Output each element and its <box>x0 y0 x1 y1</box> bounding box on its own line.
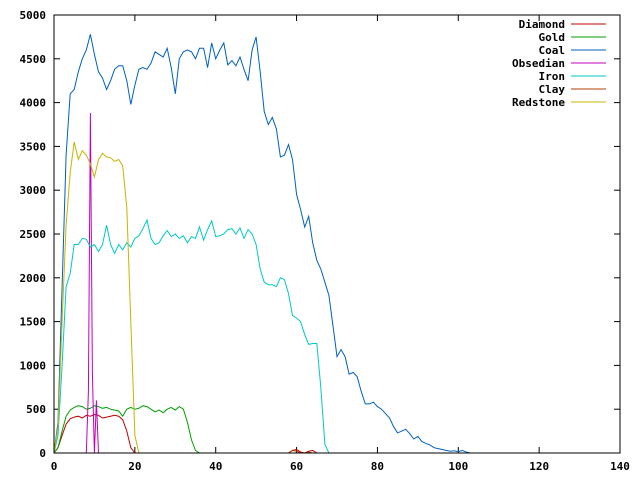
legend-label-redstone: Redstone <box>512 96 565 109</box>
x-tick-label: 60 <box>290 460 303 473</box>
y-tick-label: 3500 <box>20 140 47 153</box>
y-tick-label: 500 <box>26 403 46 416</box>
legend-label-coal: Coal <box>539 44 566 57</box>
legend-label-gold: Gold <box>539 31 566 44</box>
legend-label-clay: Clay <box>539 83 566 96</box>
legend-label-iron: Iron <box>539 70 566 83</box>
x-tick-label: 20 <box>128 460 141 473</box>
series-line-gold <box>53 405 200 454</box>
y-tick-label: 1500 <box>20 316 47 329</box>
legend-label-diamond: Diamond <box>519 18 565 31</box>
x-tick-label: 40 <box>209 460 222 473</box>
axes: 0500100015002000250030003500400045005000… <box>20 9 630 473</box>
y-tick-label: 4500 <box>20 53 47 66</box>
y-tick-label: 2000 <box>20 272 47 285</box>
series-line-coal <box>53 34 471 454</box>
series-line-redstone <box>53 141 140 454</box>
x-tick-label: 120 <box>529 460 549 473</box>
y-tick-label: 1000 <box>20 359 47 372</box>
plot-frame <box>53 14 621 454</box>
series-lines <box>53 34 471 454</box>
series-line-iron <box>53 218 330 454</box>
y-tick-label: 3000 <box>20 184 47 197</box>
y-tick-label: 0 <box>39 447 46 460</box>
x-tick-label: 80 <box>371 460 384 473</box>
x-tick-label: 100 <box>448 460 468 473</box>
series-line-obsedian <box>54 113 99 454</box>
x-tick-label: 0 <box>51 460 58 473</box>
series-line-diamond <box>53 413 318 454</box>
y-tick-label: 5000 <box>20 9 47 22</box>
y-tick-label: 2500 <box>20 228 47 241</box>
x-tick-label: 140 <box>610 460 630 473</box>
y-tick-label: 4000 <box>20 97 47 110</box>
legend-label-obsedian: Obsedian <box>512 57 565 70</box>
